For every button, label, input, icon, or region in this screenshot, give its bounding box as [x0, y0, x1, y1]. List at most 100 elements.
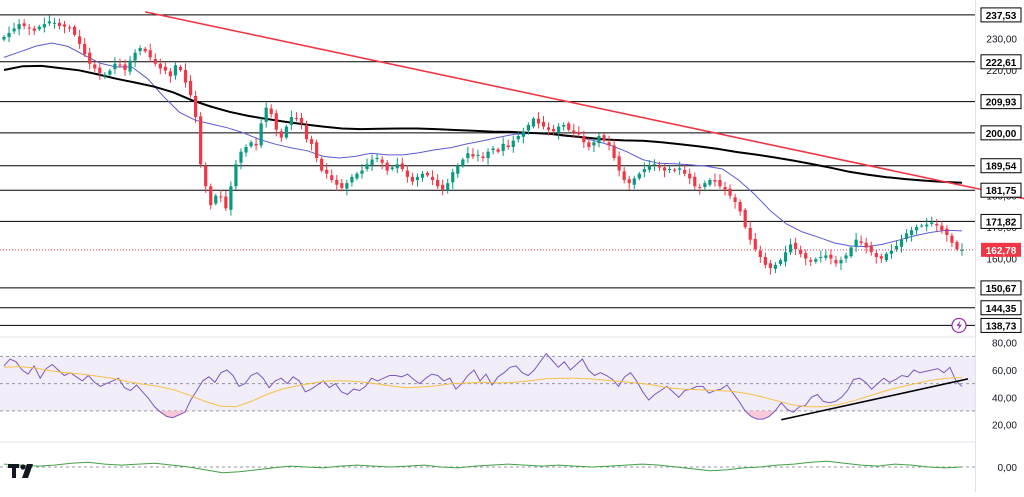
candle-body [546, 127, 551, 130]
price-tick-label: 160,00 [986, 255, 1017, 266]
candle-body [909, 230, 914, 235]
candle-body [360, 170, 364, 174]
candle-body [531, 118, 536, 127]
candle-body [688, 173, 692, 179]
candle-body [607, 142, 611, 146]
candle-body [824, 255, 828, 258]
candle-body [557, 126, 561, 133]
support-resistance-levels [0, 14, 975, 326]
candle-body [173, 65, 178, 76]
candle-body [42, 24, 46, 28]
candle-body [415, 176, 420, 180]
candle-body [899, 239, 904, 247]
candle-body [103, 74, 107, 76]
candle-body [380, 159, 384, 163]
candle-body [355, 173, 359, 179]
candle-body [683, 169, 687, 174]
last-price-tag-box [981, 242, 1021, 257]
candle-body [108, 70, 112, 75]
candle-body [229, 186, 233, 210]
candle-body [657, 165, 662, 168]
candle-body [67, 27, 72, 29]
candle-body [420, 173, 425, 178]
candle-body [809, 260, 813, 262]
oscillator-panel [0, 460, 975, 474]
candle-body [158, 63, 162, 69]
candle-body [536, 118, 541, 124]
flash-button[interactable] [951, 317, 967, 334]
level-tag-box [980, 300, 1022, 316]
last-price-tag-label: 162,78 [986, 246, 1017, 257]
candle-body [7, 32, 11, 37]
candle-body [506, 145, 510, 147]
level-tag-box [980, 7, 1022, 23]
candle-body [148, 50, 152, 58]
candle-body [370, 159, 374, 166]
candle-body [456, 165, 460, 174]
candle-body [335, 180, 339, 185]
candle-body [325, 169, 329, 174]
candle-body [461, 159, 465, 166]
candle-body [794, 242, 798, 250]
candle-body [2, 37, 6, 40]
level-tag-label: 144,35 [986, 304, 1017, 315]
rsi-tick-label: 20,00 [992, 421, 1017, 432]
level-tag-box [980, 158, 1022, 174]
candle-body [98, 67, 102, 74]
candle-body [259, 123, 263, 146]
candle-body [12, 28, 16, 32]
candle-body [763, 257, 767, 265]
candle-body [693, 176, 697, 187]
lightning-icon [956, 320, 962, 331]
price-trendline [145, 11, 1024, 200]
candle-body [673, 169, 677, 171]
level-tag-box [980, 94, 1022, 110]
candle-body [153, 59, 157, 64]
candle-body [209, 186, 213, 206]
candle-body [294, 117, 299, 119]
candle-body [128, 60, 132, 72]
candle-body [884, 253, 888, 261]
candle-body [521, 131, 525, 137]
candle-body [799, 249, 803, 254]
rsi-tick-label: 60,00 [992, 366, 1017, 377]
candle-body [304, 125, 309, 140]
candle-body [239, 151, 243, 163]
level-tag-label: 171,82 [986, 217, 1017, 228]
candle-body [567, 123, 571, 130]
price-tick-label: 230,00 [986, 35, 1017, 46]
candle-body [678, 168, 682, 170]
candle-body [874, 253, 878, 257]
candle-body [52, 22, 57, 24]
candle-body [511, 140, 515, 147]
candle-body [309, 139, 314, 144]
candle-body [667, 169, 672, 170]
candle-body [93, 64, 97, 69]
resistance-trendline [145, 11, 1024, 200]
candle-body [395, 164, 399, 169]
price-axis-tags: 237,53 222,61 209,93 200,00 189,54 181,75 171,… [980, 7, 1022, 333]
rsi-oversold-fill [154, 410, 800, 420]
candle-body [582, 136, 586, 143]
candle-body [778, 260, 783, 265]
candle-body [551, 128, 556, 132]
candle-body [486, 151, 490, 158]
rsi-ma-line [3, 366, 963, 408]
level-tag-label: 209,93 [986, 98, 1017, 109]
level-tag-box [980, 182, 1022, 198]
candle-body [178, 66, 183, 70]
candle-body [894, 246, 899, 250]
candle-body [738, 202, 742, 212]
candle-body [194, 95, 198, 118]
rsi-tick-label: 40,00 [992, 393, 1017, 404]
candle-body [345, 183, 349, 189]
candle-body [88, 52, 92, 64]
ma-fast-line [3, 42, 963, 248]
candle-body [930, 222, 934, 224]
candle-body [22, 23, 26, 26]
candle-body [138, 48, 142, 52]
candle-body [783, 252, 788, 262]
candle-body [315, 142, 319, 158]
